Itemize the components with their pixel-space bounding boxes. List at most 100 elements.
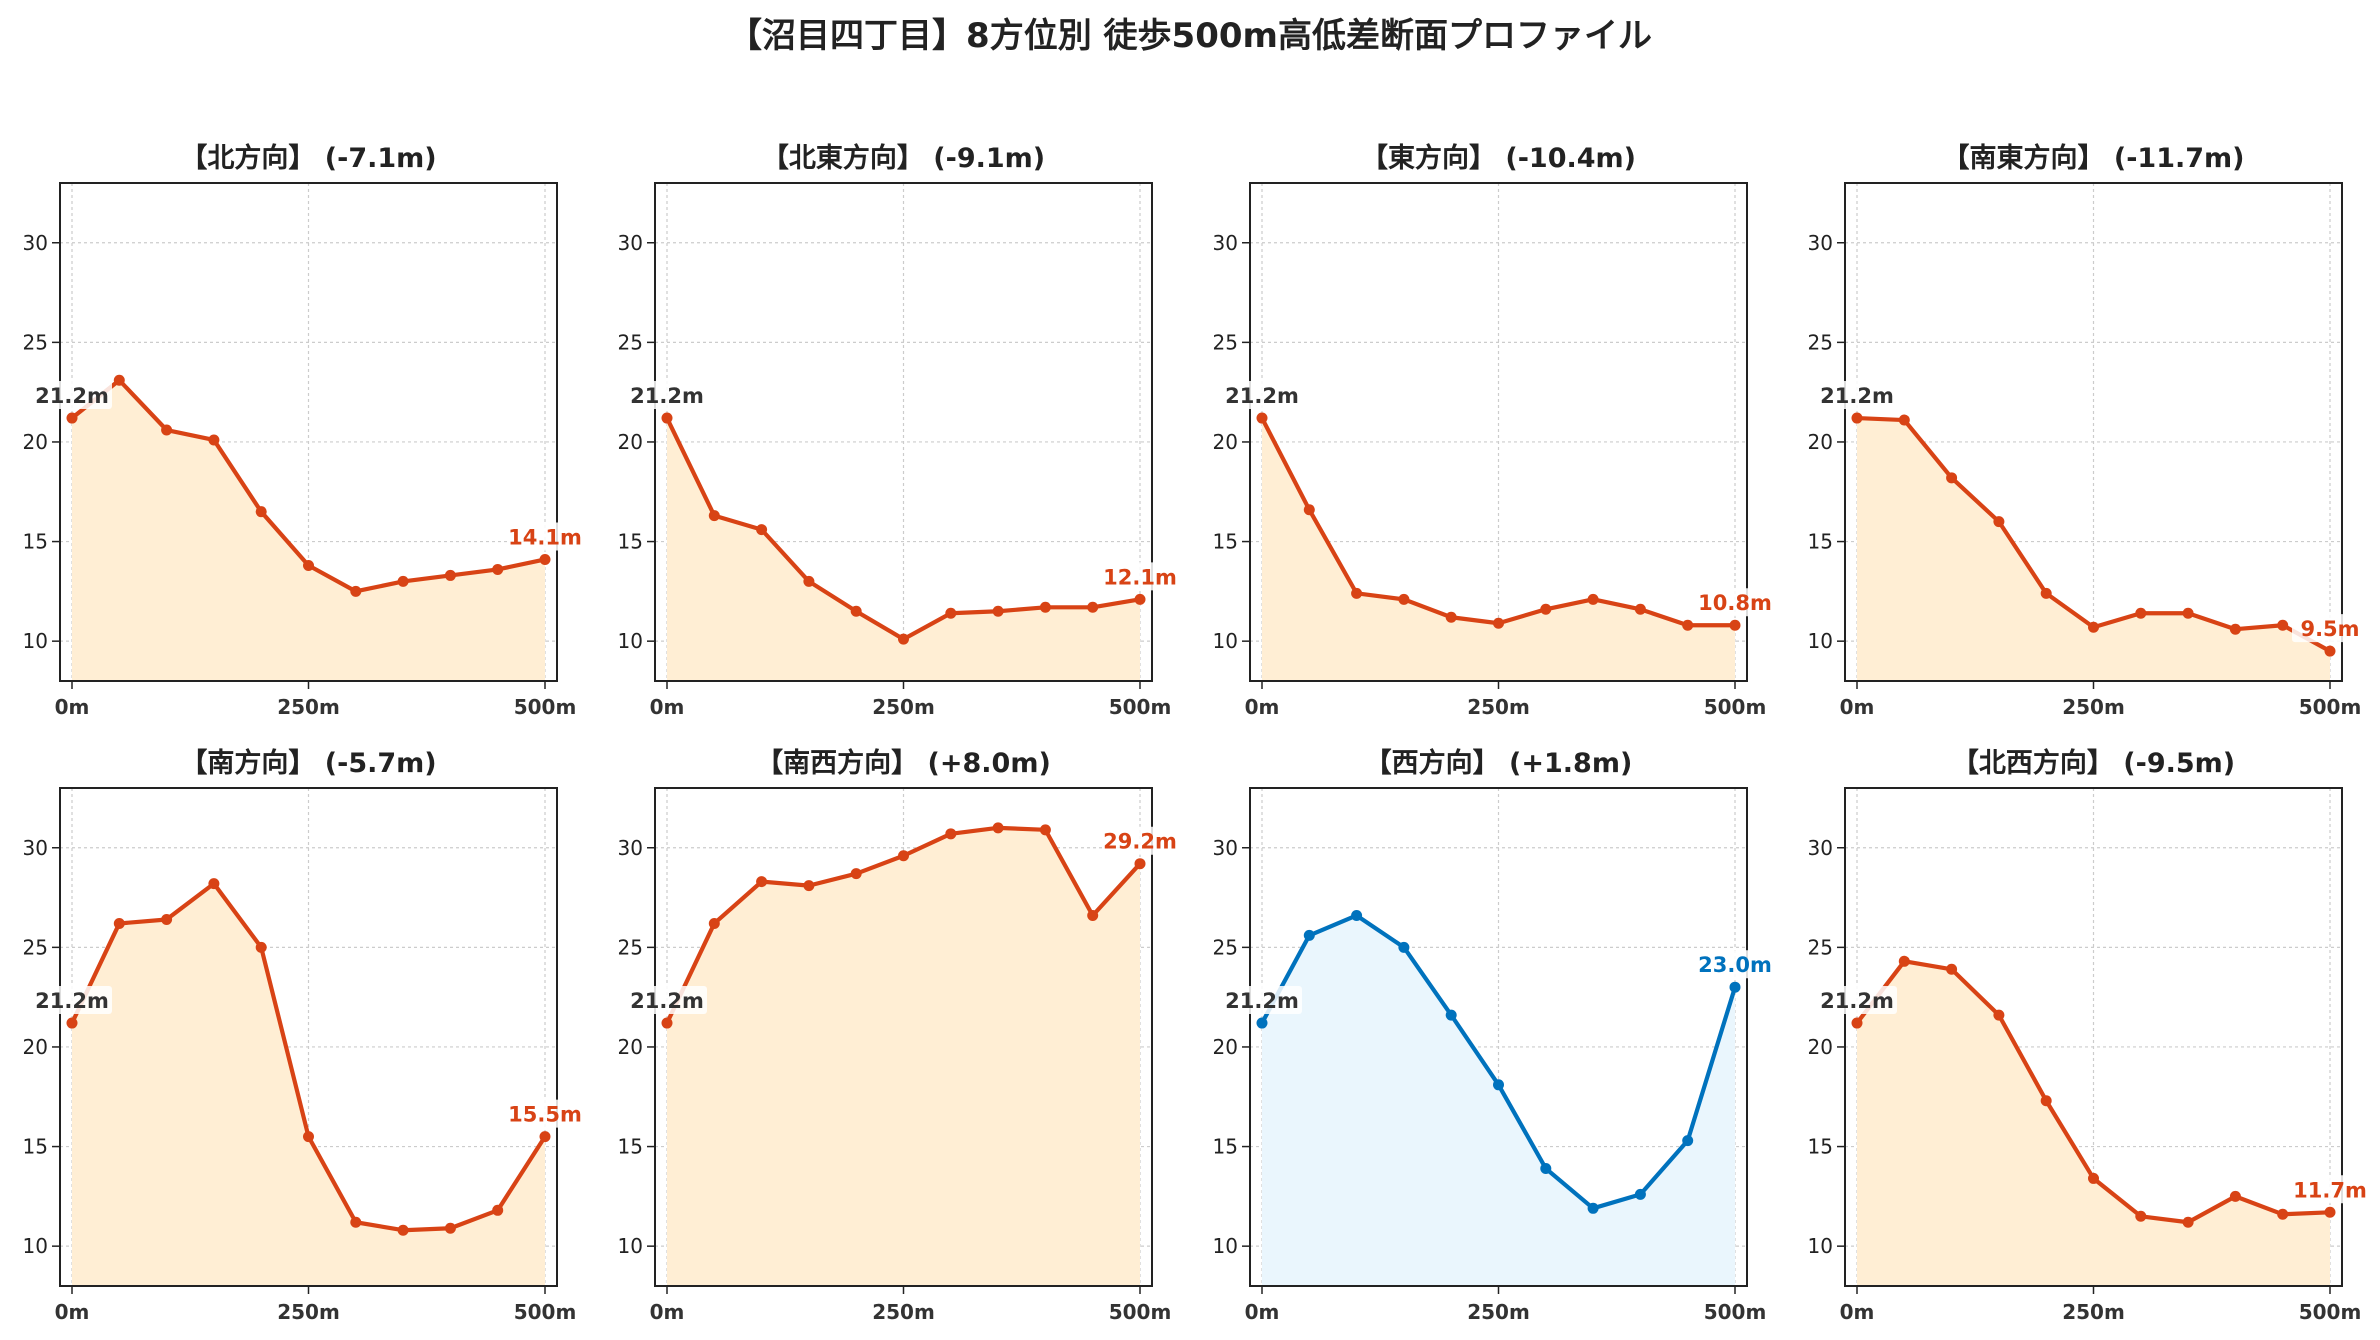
data-point [945, 828, 957, 840]
y-tick-label: 20 [23, 1035, 48, 1059]
end-label: 10.8m [1698, 591, 1772, 615]
panel-north: 【北方向】 (-7.1m) 10 15 20 25 30 0m 250m 500m 21.2m 14… [23, 142, 585, 719]
start-label: 21.2m [1820, 989, 1894, 1013]
y-tick-label: 25 [1808, 935, 1833, 959]
y-tick-label: 15 [1808, 1135, 1833, 1159]
x-tick-label: 250m [1467, 1300, 1530, 1324]
panel-title: 【北方向】 (-7.1m) [180, 142, 436, 174]
y-tick-label: 15 [23, 1135, 48, 1159]
main-title: 【沼目四丁目】8方位別 徒歩500m高低差断面プロファイル [728, 16, 1652, 56]
x-tick-label: 250m [2062, 695, 2125, 719]
data-point [1256, 412, 1268, 424]
data-point [1898, 955, 1910, 967]
data-point [756, 876, 768, 888]
y-tick-label: 30 [1808, 231, 1833, 255]
data-point [2135, 607, 2147, 619]
data-point [1682, 619, 1694, 631]
data-point [397, 575, 409, 587]
data-point [1634, 1188, 1646, 1200]
end-label-bg [1697, 588, 1775, 617]
data-point [208, 878, 220, 890]
end-label-bg [2292, 1175, 2370, 1204]
y-tick-label: 10 [1808, 629, 1833, 653]
data-point [2040, 587, 2052, 599]
data-point [1256, 1017, 1268, 1029]
y-tick-label: 20 [618, 430, 643, 454]
data-point [1303, 929, 1315, 941]
data-point [898, 850, 909, 862]
x-tick-label: 250m [1467, 695, 1530, 719]
y-tick-label: 30 [23, 231, 48, 255]
y-tick-label: 25 [1213, 330, 1238, 354]
data-point [1587, 1202, 1599, 1214]
data-point [1729, 619, 1741, 631]
x-tick-label: 250m [872, 1300, 935, 1324]
y-tick-label: 10 [1213, 1234, 1238, 1258]
y-tick-label: 20 [23, 430, 48, 454]
data-point [444, 1222, 456, 1234]
data-point [1898, 414, 1910, 426]
data-point [1087, 909, 1099, 921]
y-tick-label: 15 [618, 1135, 643, 1159]
start-label-bg [1224, 986, 1302, 1015]
data-point [803, 575, 815, 587]
end-label-bg [507, 1099, 585, 1128]
panel-southwest: 【南西方向】 (+8.0m) 10 15 20 25 30 0m 250m 500m 21.2m 2… [618, 747, 1180, 1324]
y-tick-label: 15 [1213, 530, 1238, 554]
y-tick-label: 30 [618, 231, 643, 255]
panel-northwest: 【北西方向】 (-9.5m) 10 15 20 25 30 0m 250m 500m 21.2m 1… [1808, 747, 2370, 1324]
start-label-bg [1224, 381, 1302, 410]
end-label-bg [2292, 614, 2370, 643]
data-point [1351, 587, 1363, 599]
data-point [992, 605, 1004, 617]
start-label-bg [629, 381, 707, 410]
data-point [66, 1017, 78, 1029]
start-label: 21.2m [630, 989, 704, 1013]
data-point [2324, 1206, 2336, 1218]
start-label-bg [34, 381, 112, 410]
panel-title: 【西方向】 (+1.8m) [1365, 747, 1633, 779]
data-point [898, 633, 909, 645]
start-label-bg [34, 986, 112, 1015]
y-tick-label: 15 [1213, 1135, 1238, 1159]
data-point [113, 374, 125, 386]
end-label: 23.0m [1698, 953, 1772, 977]
data-point [303, 559, 314, 571]
data-point [708, 510, 720, 522]
data-point [2277, 1208, 2289, 1220]
data-point [756, 524, 768, 536]
y-tick-label: 25 [1213, 935, 1238, 959]
data-point [1351, 909, 1363, 921]
x-tick-label: 0m [1245, 695, 1280, 719]
y-tick-label: 20 [1213, 1035, 1238, 1059]
data-point [2277, 619, 2289, 631]
x-tick-label: 500m [514, 1300, 577, 1324]
data-point [1993, 1009, 2005, 1021]
x-tick-label: 500m [2299, 1300, 2362, 1324]
panel-southeast: 【南東方向】 (-11.7m) 10 15 20 25 30 0m 250m 500m 21.2m… [1808, 142, 2370, 719]
start-label: 21.2m [35, 989, 109, 1013]
y-tick-label: 25 [23, 330, 48, 354]
data-point [2229, 1190, 2241, 1202]
start-label: 21.2m [630, 384, 704, 408]
x-tick-label: 0m [1245, 1300, 1280, 1324]
y-tick-label: 30 [1808, 836, 1833, 860]
panel-title: 【南西方向】 (+8.0m) [756, 747, 1051, 779]
panel-title: 【北西方向】 (-9.5m) [1952, 747, 2235, 779]
panel-south: 【南方向】 (-5.7m) 10 15 20 25 30 0m 250m 500m 21.2m 15… [23, 747, 585, 1324]
data-point [1729, 981, 1741, 993]
x-tick-label: 250m [277, 1300, 340, 1324]
y-tick-label: 20 [1213, 430, 1238, 454]
y-tick-label: 25 [618, 935, 643, 959]
panel-west: 【西方向】 (+1.8m) 10 15 20 25 30 0m 250m 500m 21.2m 23… [1213, 747, 1775, 1324]
x-tick-label: 500m [2299, 695, 2362, 719]
data-point [992, 822, 1004, 834]
area-fill [667, 827, 1140, 1286]
data-point [1493, 617, 1504, 629]
x-tick-label: 0m [650, 1300, 685, 1324]
data-point [708, 917, 720, 929]
x-tick-label: 250m [277, 695, 340, 719]
data-point [397, 1224, 409, 1236]
start-label: 21.2m [1820, 384, 1894, 408]
